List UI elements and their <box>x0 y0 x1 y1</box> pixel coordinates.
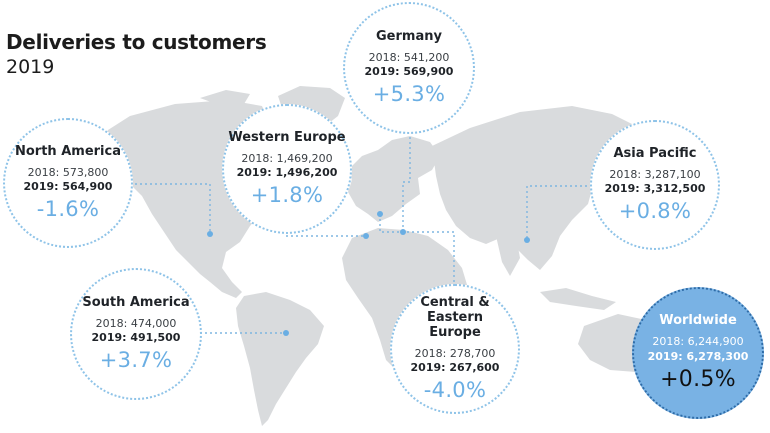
value-2019: 2019: 564,900 <box>23 180 113 194</box>
europe-shape <box>348 136 440 222</box>
region-name: Western Europe <box>228 129 346 145</box>
marker-germany <box>400 229 406 235</box>
region-name: North America <box>15 143 121 159</box>
change-percent: -1.6% <box>36 197 100 222</box>
region-south-america: South America 2018: 474,000 2019: 491,50… <box>70 268 202 400</box>
region-name: Worldwide <box>659 313 737 329</box>
india-shape <box>496 236 520 276</box>
value-2019: 2019: 6,278,300 <box>647 349 749 363</box>
marker-asia-pacific <box>524 237 530 243</box>
indonesia-shape <box>540 288 616 310</box>
south-america-shape <box>236 292 324 426</box>
connector-central-eastern-europe <box>379 214 455 286</box>
region-name: Central & Eastern Europe <box>420 294 490 340</box>
region-worldwide: Worldwide 2018: 6,244,900 2019: 6,278,30… <box>632 287 764 419</box>
region-central-eastern-europe: Central & Eastern Europe 2018: 278,700 2… <box>390 284 520 414</box>
change-percent: +3.7% <box>99 348 173 373</box>
marker-central-eastern-europe <box>377 211 383 217</box>
asia-shape <box>432 106 648 270</box>
uk-shape <box>350 172 366 196</box>
region-name: Asia Pacific <box>613 145 697 161</box>
connector-asia-pacific <box>526 185 592 240</box>
change-percent: +5.3% <box>372 82 446 107</box>
region-name: Germany <box>376 28 442 44</box>
marker-western-europe <box>363 233 369 239</box>
value-2018: 2018: 474,000 <box>95 316 177 330</box>
value-2018: 2018: 278,700 <box>414 346 496 360</box>
connector-north-america <box>125 183 211 234</box>
change-percent: +0.5% <box>660 366 736 392</box>
region-name: South America <box>82 294 190 310</box>
change-percent: +0.8% <box>618 199 692 224</box>
region-germany: Germany 2018: 541,200 2019: 569,900 +5.3… <box>343 2 475 134</box>
value-2018: 2018: 573,800 <box>27 165 109 179</box>
value-2019: 2019: 569,900 <box>364 65 454 79</box>
value-2018: 2018: 541,200 <box>368 50 450 64</box>
value-2018: 2018: 6,244,900 <box>652 335 744 349</box>
page-year: 2019 <box>6 56 55 78</box>
value-2018: 2018: 1,469,200 <box>241 151 333 165</box>
value-2019: 2019: 267,600 <box>410 361 500 375</box>
connector-germany <box>402 132 411 232</box>
arctic-islands-shape <box>200 90 250 106</box>
value-2018: 2018: 3,287,100 <box>609 167 701 181</box>
marker-south-america <box>283 330 289 336</box>
page-title: Deliveries to customers <box>6 30 267 54</box>
value-2019: 2019: 1,496,200 <box>236 166 338 180</box>
region-asia-pacific: Asia Pacific 2018: 3,287,100 2019: 3,312… <box>590 120 720 250</box>
change-percent: -4.0% <box>423 378 487 403</box>
marker-north-america <box>207 231 213 237</box>
value-2019: 2019: 3,312,500 <box>604 182 706 196</box>
value-2019: 2019: 491,500 <box>91 331 181 345</box>
region-western-europe: Western Europe 2018: 1,469,200 2019: 1,4… <box>222 104 352 234</box>
region-north-america: North America 2018: 573,800 2019: 564,90… <box>3 118 133 248</box>
change-percent: +1.8% <box>250 183 324 208</box>
